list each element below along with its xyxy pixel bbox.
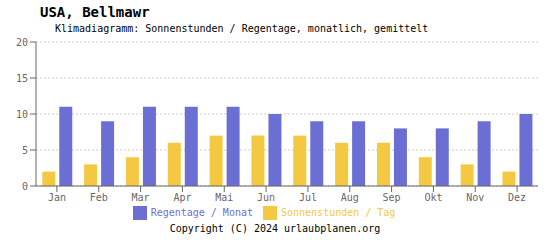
- svg-text:Okt: Okt: [424, 192, 442, 203]
- html-text:Klimadiagramm: Sonnenstunden /: Klimadiagramm: Sonnenstunden / Regentage…: [55, 23, 429, 34]
- svg-text:10: 10: [16, 109, 28, 120]
- svg-text:Sep: Sep: [383, 192, 401, 203]
- html-text:Copyright (C) 2024 urlaubplane: Copyright (C) 2024 urlaubplanen.org: [169, 223, 381, 234]
- svg-text:Apr: Apr: [173, 192, 191, 203]
- svg-text:Mar: Mar: [132, 192, 150, 203]
- html-text:Regentage / Monat: Regentage / Monat: [150, 207, 253, 218]
- svg-text:5: 5: [22, 145, 28, 156]
- svg-text:15: 15: [16, 73, 28, 84]
- svg-text:Aug: Aug: [341, 192, 359, 203]
- svg-text:20: 20: [16, 37, 28, 48]
- svg-text:Feb: Feb: [90, 192, 108, 203]
- svg-text:Mai: Mai: [215, 192, 233, 203]
- svg-text:Jul: Jul: [299, 192, 317, 203]
- svg-text:Jan: Jan: [48, 192, 66, 203]
- html-text:Sonnenstunden / Tag: Sonnenstunden / Tag: [281, 207, 396, 218]
- html-text:USA, Bellmawr: USA, Bellmawr: [40, 4, 150, 20]
- svg-text:Nov: Nov: [466, 192, 484, 203]
- svg-text:Dez: Dez: [508, 192, 526, 203]
- svg-text:Jun: Jun: [257, 192, 275, 203]
- svg-text:0: 0: [22, 181, 28, 192]
